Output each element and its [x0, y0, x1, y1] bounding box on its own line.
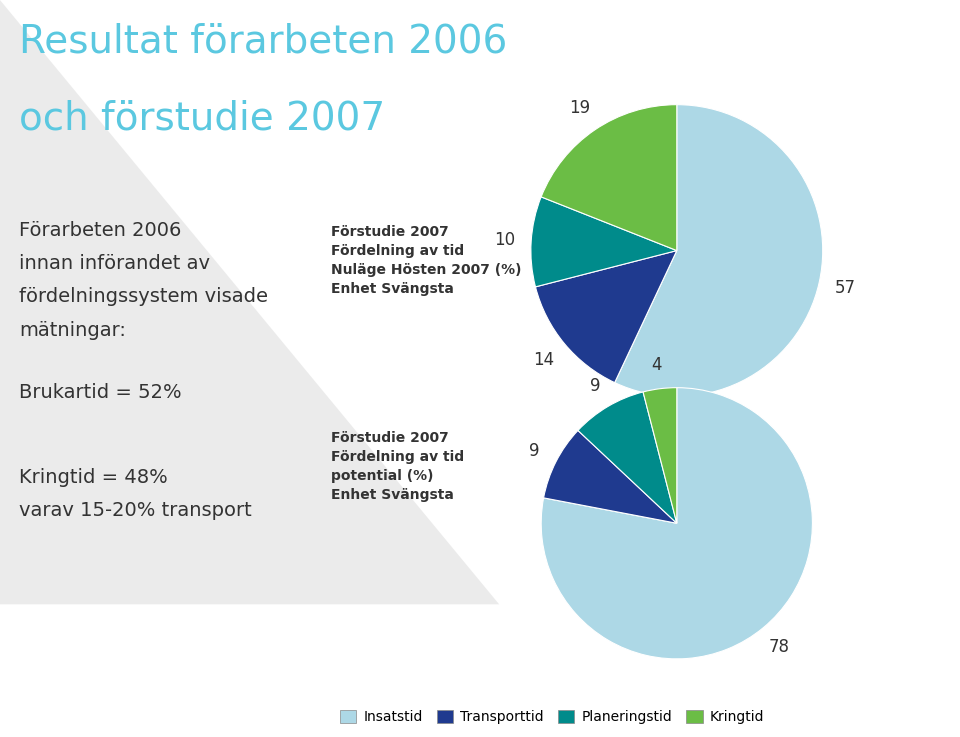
- Text: Brukartid = 52%: Brukartid = 52%: [19, 383, 181, 402]
- Text: fördelningssystem visade: fördelningssystem visade: [19, 287, 268, 307]
- Wedge shape: [578, 392, 677, 523]
- Text: Förarbeten 2006: Förarbeten 2006: [19, 221, 181, 240]
- Text: 10: 10: [494, 231, 516, 249]
- Text: 9: 9: [590, 377, 601, 394]
- Text: Förstudie 2007
Fördelning av tid
Nuläge Hösten 2007 (%)
Enhet Svängsta: Förstudie 2007 Fördelning av tid Nuläge …: [331, 225, 521, 296]
- Text: 4: 4: [652, 355, 662, 374]
- Wedge shape: [541, 388, 812, 659]
- Wedge shape: [536, 251, 677, 383]
- Wedge shape: [614, 105, 823, 397]
- Text: Resultat förarbeten 2006: Resultat förarbeten 2006: [19, 22, 508, 60]
- Text: 19: 19: [569, 99, 590, 117]
- Text: och förstudie 2007: och förstudie 2007: [19, 99, 386, 138]
- Text: 78: 78: [768, 638, 789, 656]
- Wedge shape: [541, 105, 677, 251]
- Text: innan införandet av: innan införandet av: [19, 254, 210, 273]
- Wedge shape: [643, 388, 677, 523]
- Wedge shape: [543, 430, 677, 523]
- Legend: Insatstid, Transporttid, Planeringstid, Kringtid: Insatstid, Transporttid, Planeringstid, …: [334, 704, 770, 730]
- Text: 14: 14: [534, 352, 555, 369]
- Text: varav 15-20% transport: varav 15-20% transport: [19, 501, 252, 520]
- Text: 9: 9: [529, 441, 540, 460]
- Text: 57: 57: [834, 279, 855, 297]
- Wedge shape: [531, 197, 677, 287]
- Text: mätningar:: mätningar:: [19, 321, 126, 340]
- Text: Förstudie 2007
Fördelning av tid
potential (%)
Enhet Svängsta: Förstudie 2007 Fördelning av tid potenti…: [331, 431, 465, 502]
- Text: Kringtid = 48%: Kringtid = 48%: [19, 468, 168, 487]
